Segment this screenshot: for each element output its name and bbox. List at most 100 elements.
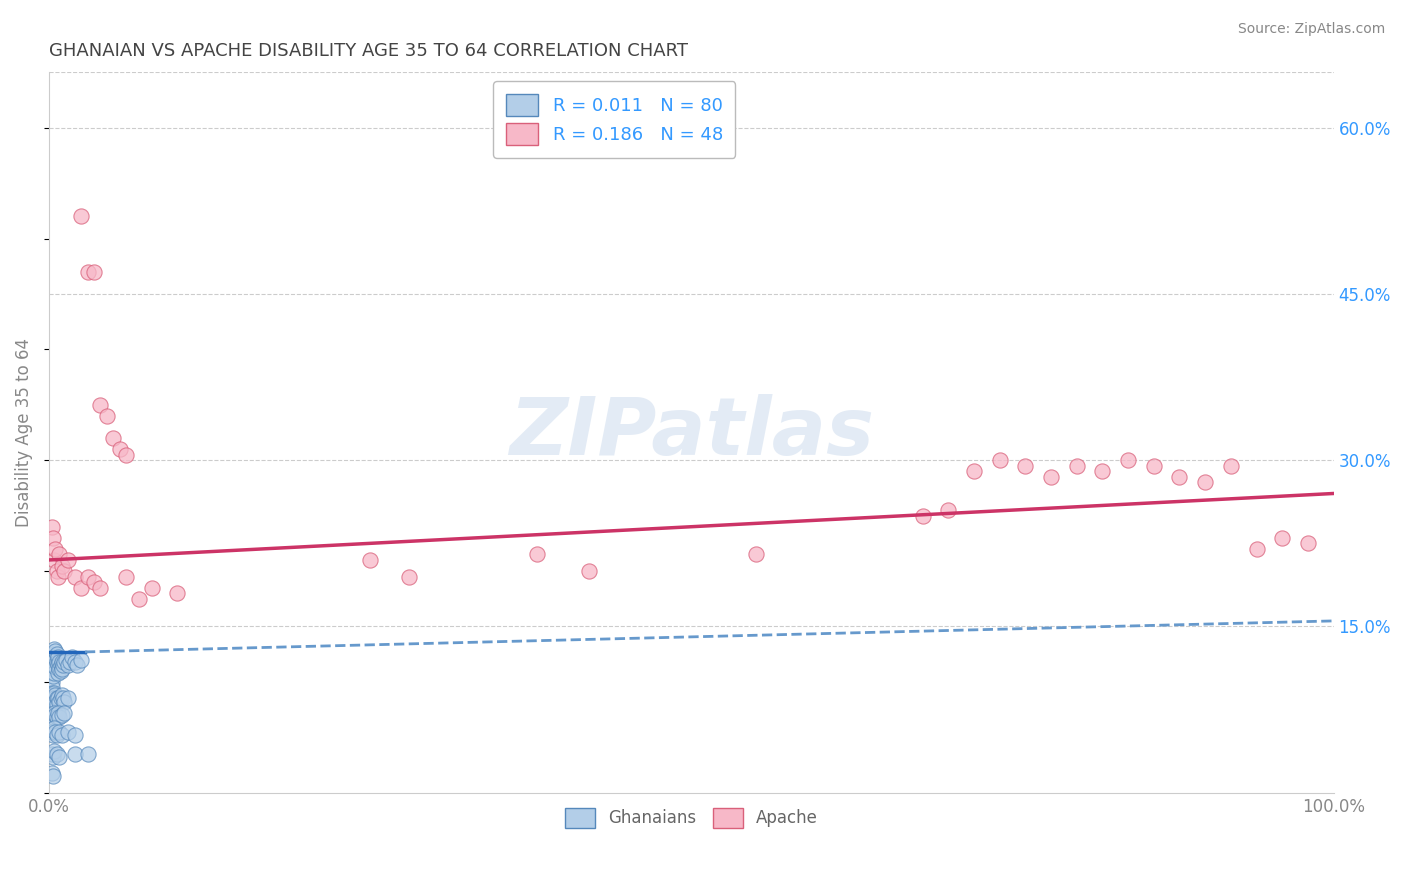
Point [44, 695, 66, 709]
Point [42, 769, 65, 783]
Point [41, 658, 63, 673]
Point [41, 674, 63, 689]
Point [45, 747, 67, 761]
Point [166, 586, 188, 600]
Point [45, 697, 67, 711]
Point [42, 658, 65, 673]
Point [76, 265, 98, 279]
Point [89, 398, 111, 412]
Point [46, 569, 69, 583]
Point [988, 453, 1011, 467]
Point [42, 691, 65, 706]
Point [41, 708, 63, 723]
Point [108, 442, 131, 457]
Point [42, 647, 65, 661]
Point [83, 265, 105, 279]
Point [63, 569, 86, 583]
Point [53, 655, 76, 669]
Point [1246, 541, 1268, 556]
Point [55, 653, 77, 667]
Text: Source: ZipAtlas.com: Source: ZipAtlas.com [1237, 22, 1385, 37]
Point [44, 541, 66, 556]
Point [46, 691, 69, 706]
Point [51, 708, 73, 723]
Point [51, 655, 73, 669]
Point [1143, 458, 1166, 473]
Text: GHANAIAN VS APACHE DISABILITY AGE 35 TO 64 CORRELATION CHART: GHANAIAN VS APACHE DISABILITY AGE 35 TO … [49, 42, 688, 60]
Point [44, 724, 66, 739]
Point [1194, 475, 1216, 490]
Point [42, 728, 65, 742]
Point [115, 569, 138, 583]
Point [1091, 464, 1114, 478]
Point [41, 765, 63, 780]
Point [398, 569, 420, 583]
Point [58, 691, 80, 706]
Point [46, 706, 69, 720]
Point [1040, 470, 1063, 484]
Point [58, 553, 80, 567]
Point [44, 688, 66, 702]
Point [51, 661, 73, 675]
Point [1014, 458, 1036, 473]
Point [48, 695, 70, 709]
Point [48, 750, 70, 764]
Point [41, 747, 63, 761]
Point [70, 581, 93, 595]
Point [63, 747, 86, 761]
Point [48, 548, 70, 562]
Point [936, 503, 959, 517]
Point [42, 722, 65, 736]
Point [41, 681, 63, 695]
Y-axis label: Disability Age 35 to 64: Disability Age 35 to 64 [15, 338, 32, 527]
Text: ZIPatlas: ZIPatlas [509, 393, 873, 472]
Point [49, 664, 72, 678]
Point [53, 695, 76, 709]
Point [51, 558, 73, 573]
Point [76, 569, 98, 583]
Point [53, 706, 76, 720]
Point [42, 710, 65, 724]
Point [41, 519, 63, 533]
Point [41, 697, 63, 711]
Point [46, 665, 69, 680]
Point [526, 548, 548, 562]
Point [48, 655, 70, 669]
Point [58, 724, 80, 739]
Point [44, 708, 66, 723]
Point [42, 641, 65, 656]
Point [45, 647, 67, 661]
Point [42, 688, 65, 702]
Point [52, 658, 75, 673]
Point [44, 660, 66, 674]
Point [42, 750, 65, 764]
Point [83, 575, 105, 590]
Point [45, 691, 67, 706]
Point [42, 695, 65, 709]
Point [911, 508, 934, 523]
Point [48, 724, 70, 739]
Point [51, 728, 73, 742]
Point [63, 655, 86, 669]
Point [42, 661, 65, 675]
Point [42, 553, 65, 567]
Point [42, 665, 65, 680]
Point [49, 691, 72, 706]
Point [70, 210, 93, 224]
Point [744, 548, 766, 562]
Legend: Ghanaians, Apache: Ghanaians, Apache [558, 801, 825, 835]
Point [44, 653, 66, 667]
Point [58, 655, 80, 669]
Point [42, 743, 65, 757]
Point [96, 409, 118, 423]
Point [1168, 470, 1191, 484]
Point [578, 564, 600, 578]
Point [45, 564, 67, 578]
Point [128, 591, 150, 606]
Point [41, 686, 63, 700]
Point [58, 658, 80, 673]
Point [42, 706, 65, 720]
Point [46, 658, 69, 673]
Point [41, 653, 63, 667]
Point [1116, 453, 1139, 467]
